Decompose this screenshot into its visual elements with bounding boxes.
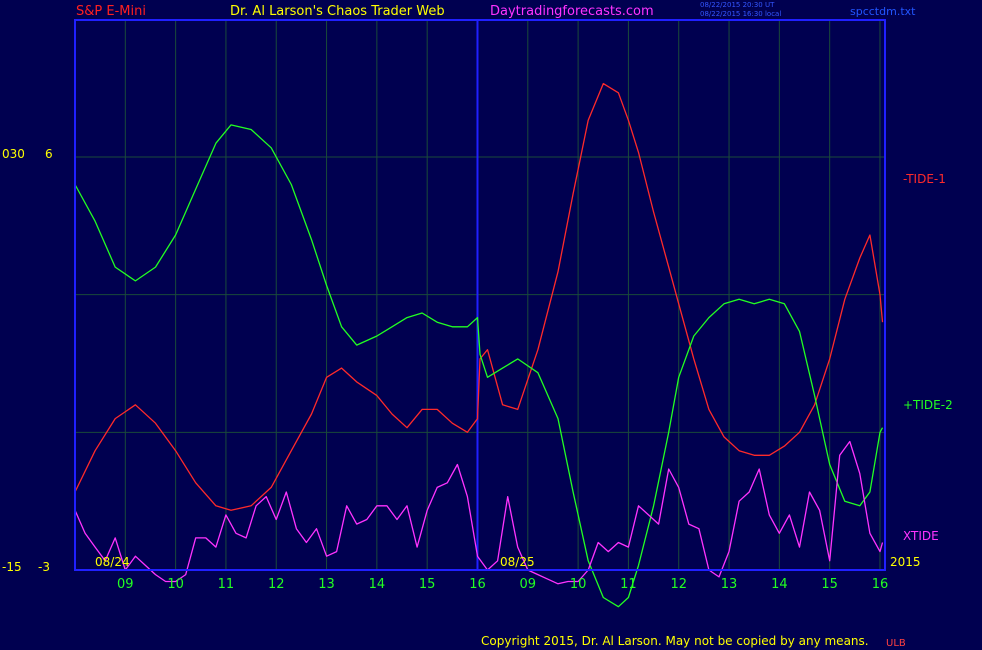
site-title[interactable]: Daytradingforecasts.com — [490, 4, 654, 19]
x-tick-label: 09 — [520, 577, 537, 592]
x-tick-label: 15 — [821, 577, 838, 592]
x-tick-label: 16 — [469, 577, 486, 592]
data-file-name: spcctdm.txt — [850, 5, 916, 18]
author-title: Dr. Al Larson's Chaos Trader Web — [230, 4, 445, 19]
series-label-xtide: XTIDE — [903, 529, 939, 543]
x-tick-label: 13 — [721, 577, 738, 592]
x-tick-label: 09 — [117, 577, 134, 592]
stamp-ut: 08/22/2015 20:30 UT — [700, 1, 775, 9]
instrument-title: S&P E-Mini — [76, 4, 146, 19]
x-tick-label: 15 — [419, 577, 436, 592]
grid — [75, 20, 885, 570]
x-tick-label: 14 — [369, 577, 386, 592]
x-tick-label: 10 — [570, 577, 587, 592]
right-top-scale-label: 6 — [45, 147, 53, 161]
stamp-local: 08/22/2015 16:30 local — [700, 10, 782, 18]
x-tick-label: 11 — [620, 577, 637, 592]
right-bottom-scale-label: -3 — [38, 560, 50, 574]
x-tick-label: 11 — [218, 577, 235, 592]
series-lines — [74, 82, 884, 608]
left-bottom-scale-label: -15 — [2, 560, 22, 574]
series-line-xtide — [74, 440, 884, 585]
x-tick-label: 14 — [771, 577, 788, 592]
plot-frame — [74, 19, 886, 571]
x-tick-label: 16 — [872, 577, 889, 592]
x-tick-label: 12 — [670, 577, 687, 592]
x-tick-label: 10 — [167, 577, 184, 592]
series-label-tide2: +TIDE-2 — [903, 398, 953, 412]
corner-mark: ULB — [886, 638, 906, 649]
x-tick-labels: 09 10 11 12 13 14 15 16 09 10 11 12 13 14 15 16 — [117, 577, 888, 592]
left-top-scale-label: 030 — [2, 147, 25, 161]
x-tick-label: 13 — [318, 577, 335, 592]
year-label: 2015 — [890, 555, 921, 569]
date-label-0824: 08/24 — [95, 555, 130, 569]
series-label-tide1: -TIDE-1 — [903, 172, 946, 186]
x-tick-label: 12 — [268, 577, 285, 592]
copyright-notice: Copyright 2015, Dr. Al Larson. May not b… — [481, 634, 869, 648]
series-line-tide-1 — [74, 82, 884, 511]
series-line-tide-2 — [74, 124, 884, 608]
date-label-0825: 08/25 — [500, 555, 535, 569]
